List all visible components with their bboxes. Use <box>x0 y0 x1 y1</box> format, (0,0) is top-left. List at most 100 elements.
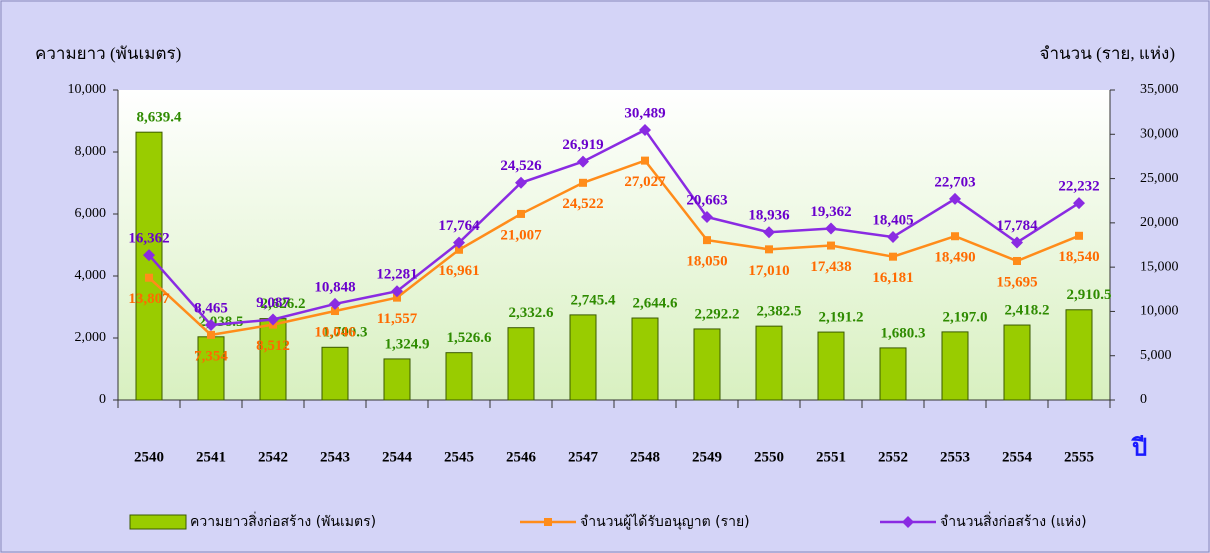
marker <box>1013 256 1021 265</box>
marker <box>577 155 589 168</box>
bar-value-label: 1,526.6 <box>447 330 493 346</box>
bar-value-label: 2,745.4 <box>571 292 617 308</box>
x-axis-title: ปี <box>1131 435 1147 462</box>
bar-value-label: 2,191.2 <box>819 310 864 326</box>
x-tick-label: 2544 <box>382 449 413 465</box>
point-value-label: 24,526 <box>500 158 542 174</box>
x-tick-label: 2552 <box>878 449 908 465</box>
y-tick-label: 0 <box>99 392 106 407</box>
x-tick-label: 2548 <box>630 449 660 465</box>
y-tick-label: 10,000 <box>68 82 107 97</box>
point-value-label: 18,405 <box>872 212 913 228</box>
point-value-label: 16,362 <box>128 231 169 247</box>
y2-tick-label: 0 <box>1140 392 1147 407</box>
marker <box>453 236 465 249</box>
y2-tick-label: 35,000 <box>1140 82 1179 97</box>
x-tick-label: 2546 <box>506 449 537 465</box>
point-value-label: 16,181 <box>872 270 913 286</box>
x-tick-label: 2554 <box>1002 449 1033 465</box>
bar <box>507 327 535 401</box>
marker <box>1011 236 1023 249</box>
marker <box>825 222 837 235</box>
marker <box>579 178 587 187</box>
y2-tick-label: 30,000 <box>1140 127 1179 142</box>
point-value-label: 10,046 <box>314 324 356 340</box>
marker <box>329 297 341 310</box>
bar <box>197 336 225 401</box>
point-value-label: 17,764 <box>438 218 480 234</box>
bar <box>631 317 659 401</box>
point-value-label: 11,557 <box>377 311 418 327</box>
point-value-label: 15,695 <box>996 274 1037 290</box>
bar <box>693 328 721 401</box>
marker <box>267 313 279 326</box>
point-value-label: 21,007 <box>500 227 542 243</box>
bar-value-label: 2,382.5 <box>757 304 802 320</box>
point-value-label: 17,010 <box>748 263 789 279</box>
legend-swatch <box>129 514 187 530</box>
point-value-label: 10,848 <box>314 279 355 295</box>
legend-label: จำนวนสิ่งก่อสร้าง (แห่ง) <box>940 512 1087 530</box>
x-tick-label: 2545 <box>444 449 474 465</box>
point-value-label: 18,050 <box>686 254 727 270</box>
marker <box>641 156 649 165</box>
y2-axis-title: จำนวน (ราย, แห่ง) <box>1040 44 1175 63</box>
legend-marker <box>902 516 914 528</box>
bar-value-label: 8,639.4 <box>137 110 183 126</box>
x-tick-label: 2553 <box>940 449 970 465</box>
bar <box>941 331 969 401</box>
marker <box>143 249 155 262</box>
bar-value-label: 2,332.6 <box>509 305 555 321</box>
x-tick-label: 2550 <box>754 449 784 465</box>
point-value-label: 18,490 <box>934 250 975 266</box>
line <box>148 159 1080 337</box>
bar-value-label: 2,418.2 <box>1005 302 1050 318</box>
legend-label: ความยาวสิ่งก่อสร้าง (พันเมตร) <box>190 512 376 530</box>
marker <box>515 176 527 189</box>
marker <box>331 307 339 316</box>
point-value-label: 22,232 <box>1058 179 1099 195</box>
point-value-label: 26,919 <box>562 137 603 153</box>
line <box>148 128 1080 327</box>
bar-value-label: 2,644.6 <box>633 295 679 311</box>
point-value-label: 24,522 <box>562 196 603 212</box>
bar-value-label: 1,324.9 <box>385 336 430 352</box>
y2-tick-label: 25,000 <box>1140 171 1179 186</box>
y-axis-title: ความยาว (พันเมตร) <box>35 44 181 63</box>
marker <box>703 236 711 245</box>
point-value-label: 7,354 <box>194 348 228 364</box>
bar <box>259 318 287 401</box>
bar-value-label: 1,680.3 <box>881 325 926 341</box>
bar <box>445 352 473 401</box>
marker <box>827 241 835 250</box>
marker <box>887 230 899 243</box>
y2-tick-label: 10,000 <box>1140 304 1179 319</box>
marker <box>949 192 961 205</box>
bar <box>817 331 845 401</box>
y-tick-label: 6,000 <box>75 206 107 221</box>
marker <box>1075 231 1083 240</box>
point-value-label: 18,936 <box>748 208 790 224</box>
y-tick-label: 2,000 <box>75 330 107 345</box>
y2-tick-label: 15,000 <box>1140 259 1179 274</box>
x-tick-label: 2542 <box>258 449 288 465</box>
legend-marker <box>544 518 552 526</box>
point-value-label: 16,961 <box>438 263 479 279</box>
marker <box>207 330 215 339</box>
marker <box>951 232 959 241</box>
bar <box>383 358 411 401</box>
point-value-label: 8,465 <box>194 300 228 316</box>
marker <box>763 226 775 239</box>
marker <box>145 273 153 282</box>
point-value-label: 17,784 <box>996 218 1038 234</box>
bar <box>1065 309 1093 401</box>
x-tick-label: 2551 <box>816 449 846 465</box>
marker <box>639 123 651 136</box>
y-tick-label: 4,000 <box>75 268 107 283</box>
point-value-label: 17,438 <box>810 259 851 275</box>
x-tick-label: 2543 <box>320 449 350 465</box>
point-value-label: 27,027 <box>624 174 666 190</box>
bar-value-label: 2,910.5 <box>1067 287 1112 303</box>
